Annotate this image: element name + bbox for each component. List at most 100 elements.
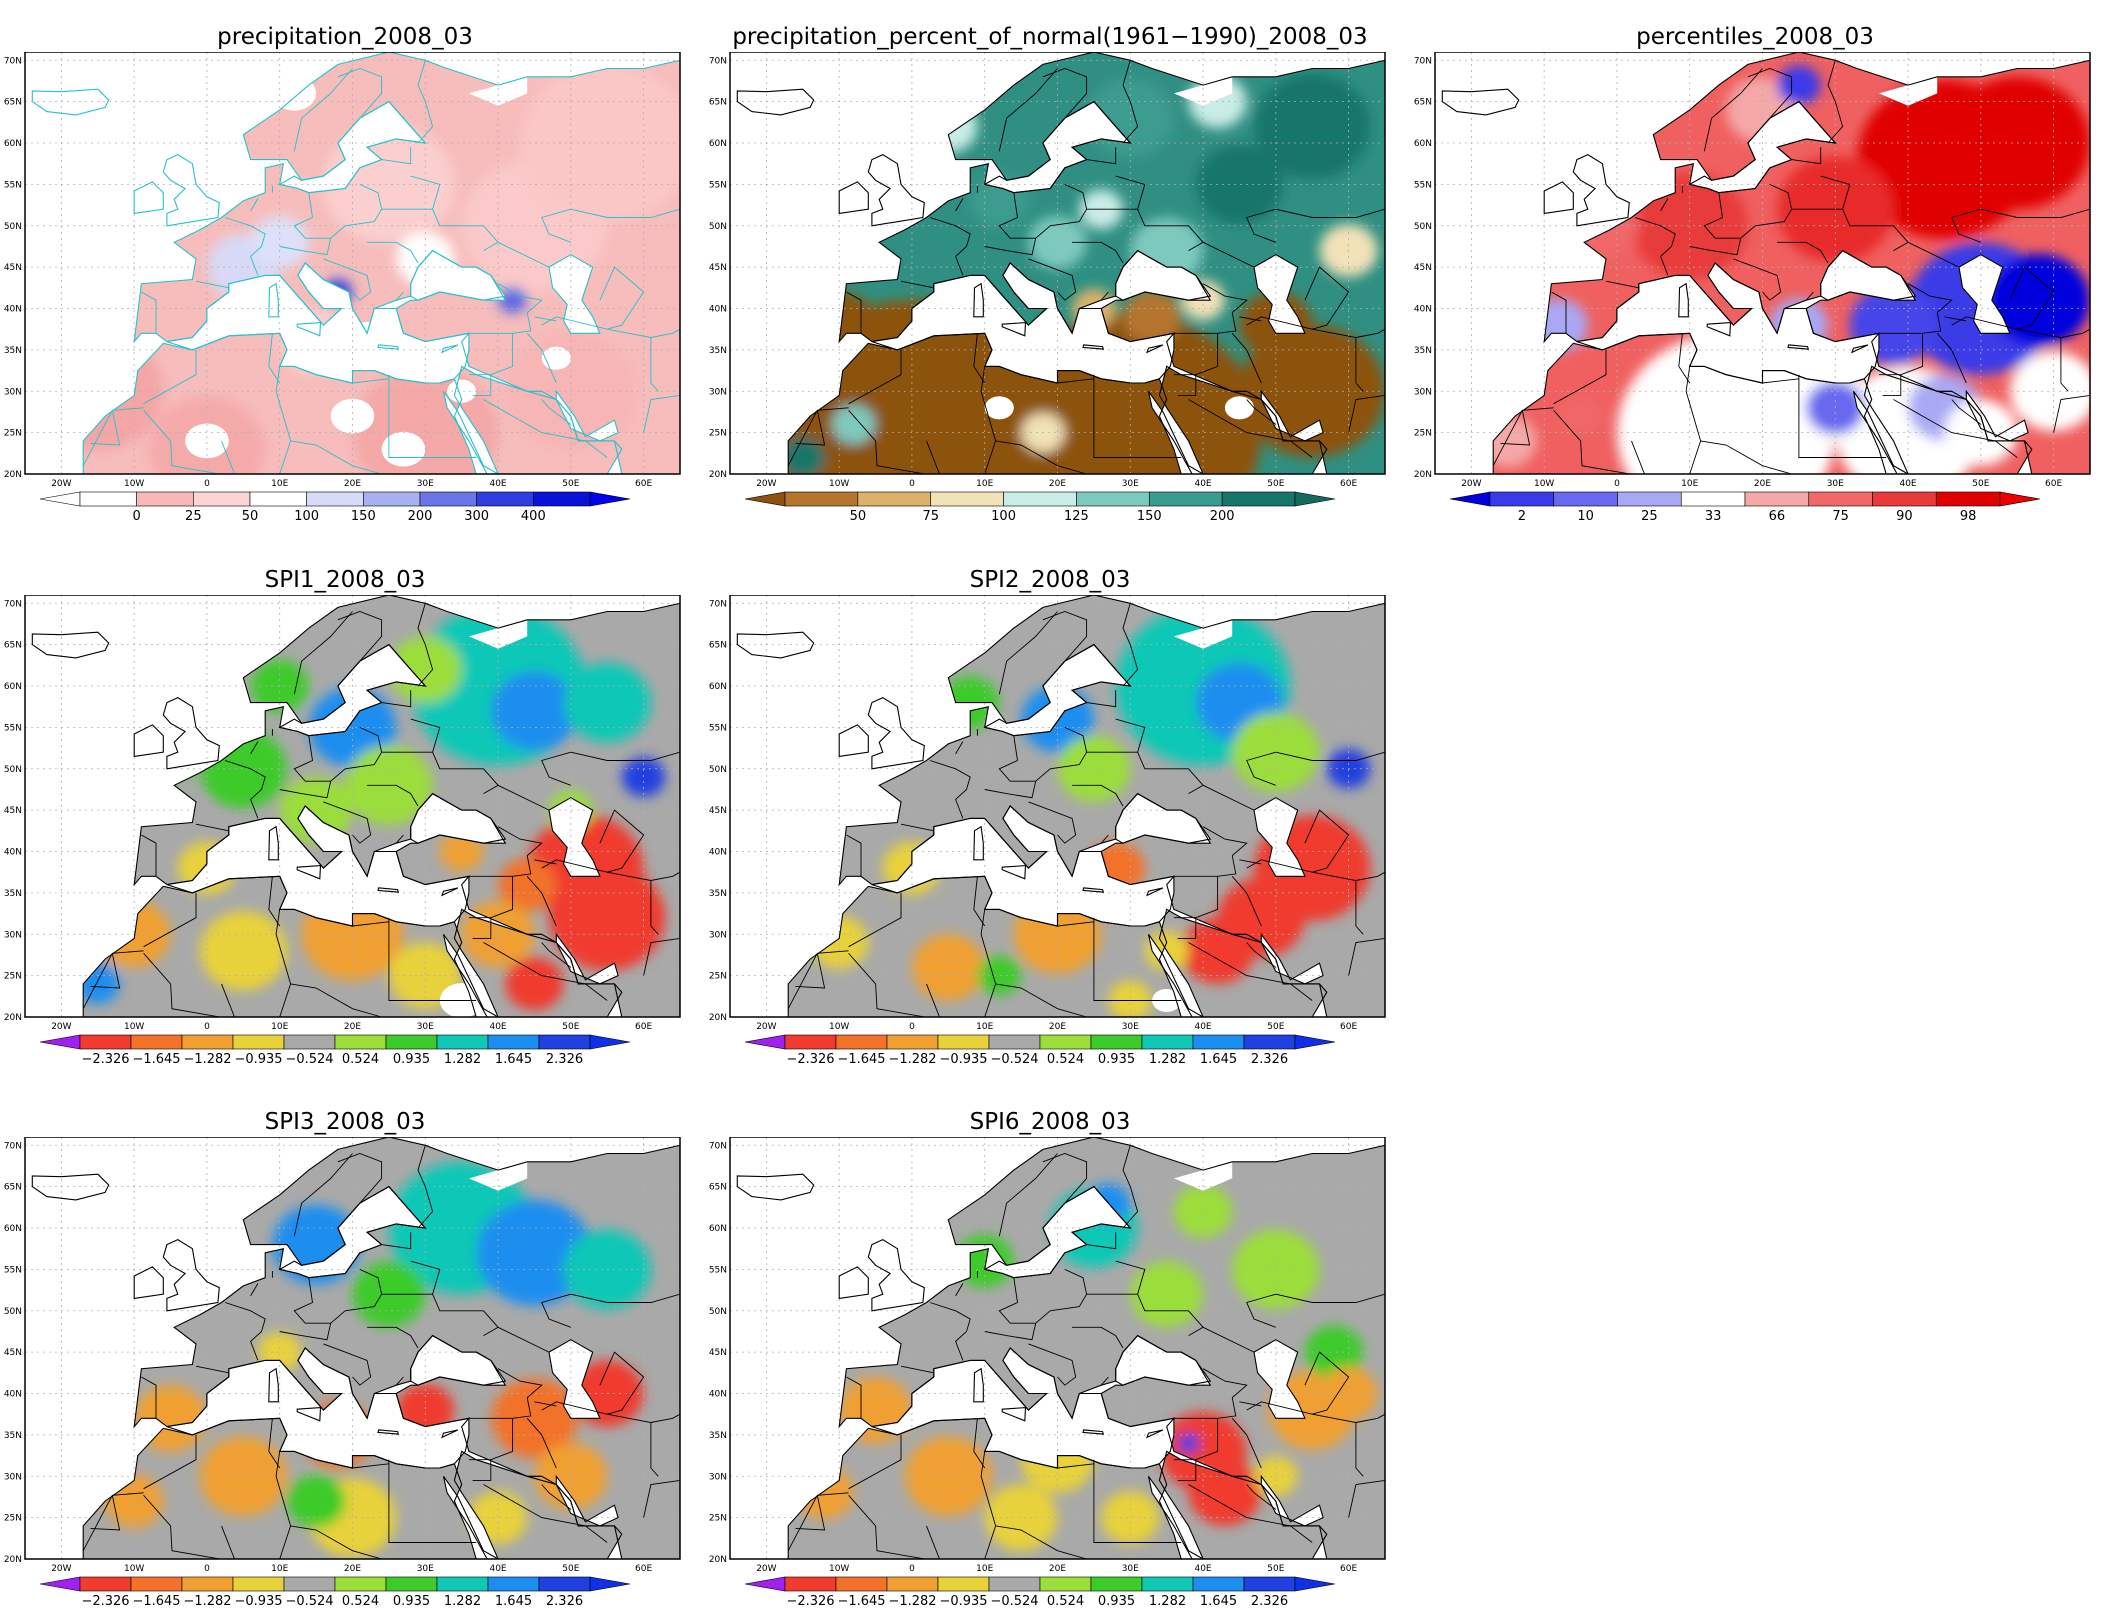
coastline <box>548 254 601 334</box>
water-body <box>279 1186 426 1278</box>
lat-tick-label: 55N <box>1414 180 1432 190</box>
country-border <box>1202 1368 1248 1398</box>
lon-tick-label: 50E <box>562 479 579 489</box>
country-border <box>221 1525 235 1559</box>
lat-tick-label: 65N <box>4 98 22 108</box>
lat-tick-label: 50N <box>709 765 727 775</box>
country-border <box>848 892 902 948</box>
lon-tick-label: 40E <box>1194 1022 1211 1032</box>
country-border <box>1893 399 2018 458</box>
country-border <box>1086 751 1204 794</box>
colorbar-cell <box>181 1576 234 1592</box>
country-border <box>468 333 514 376</box>
colorbar-label: −0.935 <box>234 1594 282 1609</box>
coastline <box>31 88 110 116</box>
country-border <box>1700 440 1792 474</box>
field-blob <box>780 437 825 474</box>
colorbar-right-arrow <box>1294 1576 1336 1592</box>
lat-tick-label: 35N <box>709 1431 727 1441</box>
lat-tick-label: 30N <box>709 1472 727 1482</box>
country-border <box>1246 399 1277 425</box>
missing-data <box>1224 396 1254 420</box>
coastline <box>133 1266 164 1300</box>
lon-tick-label: 50E <box>1267 1022 1284 1032</box>
lon-tick-label: 20E <box>344 1564 361 1574</box>
lat-tick-label: 65N <box>709 98 727 108</box>
coastline <box>1678 282 1689 318</box>
colorbar-label: −2.326 <box>786 1594 834 1609</box>
map-layer <box>25 1137 680 1559</box>
colorbar-cell <box>784 1034 837 1050</box>
water-body <box>25 595 309 885</box>
country-border <box>381 1293 499 1336</box>
country-border <box>1086 147 1117 165</box>
map-frame <box>24 1137 681 1560</box>
colorbar-cell <box>1935 491 2001 507</box>
field-blob <box>1028 215 1087 269</box>
country-border <box>279 238 332 256</box>
colorbar-cell <box>1039 1034 1092 1050</box>
colorbar-right-arrow <box>1294 491 1336 507</box>
colorbar-label: 0.524 <box>342 1052 379 1067</box>
colorbar-label: −0.524 <box>285 1052 333 1067</box>
colorbar-cell <box>487 1576 540 1592</box>
country-border <box>1275 751 1385 761</box>
colorbar-label: 100 <box>294 509 319 524</box>
country-border <box>650 871 680 881</box>
colorbar-cell <box>1192 1034 1245 1050</box>
water-body <box>1853 391 1909 474</box>
water-body <box>730 341 869 474</box>
lat-tick-label: 70N <box>4 56 22 66</box>
colorbar-label: 50 <box>242 509 259 524</box>
field-blob <box>1616 333 1836 474</box>
country-border <box>395 291 404 301</box>
country-border <box>1093 1459 1182 1543</box>
colorbar-cell <box>835 1034 888 1050</box>
country-border <box>268 876 281 927</box>
country-border <box>1231 1418 1262 1469</box>
map-frame <box>1434 52 2091 475</box>
lon-tick-label: 10E <box>1681 479 1698 489</box>
lon-tick-label: 20E <box>344 479 361 489</box>
colorbar-cell <box>835 1576 888 1592</box>
missing-data <box>984 396 1014 420</box>
field-blob <box>250 215 309 269</box>
colorbar-label: 0.935 <box>393 1052 430 1067</box>
lat-tick-label: 25N <box>1414 429 1432 439</box>
country-border <box>1275 208 1385 218</box>
country-border <box>275 1451 292 1559</box>
country-border <box>195 1365 229 1374</box>
country-border <box>468 1397 532 1419</box>
country-border <box>1231 876 1262 927</box>
lat-tick-label: 60N <box>709 682 727 692</box>
colorbar-cell <box>181 1034 234 1050</box>
country-border <box>143 1495 223 1559</box>
coastline <box>268 825 279 861</box>
lat-tick-label: 50N <box>1414 222 1432 232</box>
coastline <box>1852 390 1910 474</box>
country-border <box>293 1268 383 1324</box>
coastline <box>973 1367 984 1403</box>
map-layer <box>25 52 680 474</box>
country-border <box>1827 60 1844 144</box>
colorbar-right-arrow <box>589 1034 631 1050</box>
lat-tick-label: 70N <box>4 599 22 609</box>
colorbar-label: 50 <box>850 509 867 524</box>
field-blob <box>911 934 985 1001</box>
coastline <box>166 262 470 384</box>
lon-tick-label: 50E <box>1267 1564 1284 1574</box>
coastline <box>867 153 925 227</box>
country-border <box>1703 183 1793 239</box>
lon-tick-label: 0 <box>204 1564 210 1574</box>
coastline <box>1146 1429 1164 1439</box>
coastline <box>1146 344 1164 354</box>
colorbar-label: 1.645 <box>1200 1052 1237 1067</box>
lat-tick-label: 60N <box>709 139 727 149</box>
country-border <box>570 751 680 761</box>
country-border <box>1173 1418 1219 1461</box>
water-body <box>1254 1339 1305 1419</box>
coastline <box>736 1173 815 1201</box>
lat-tick-label: 25N <box>4 972 22 982</box>
colorbar-cell <box>419 491 477 507</box>
lon-tick-label: 0 <box>204 1022 210 1032</box>
